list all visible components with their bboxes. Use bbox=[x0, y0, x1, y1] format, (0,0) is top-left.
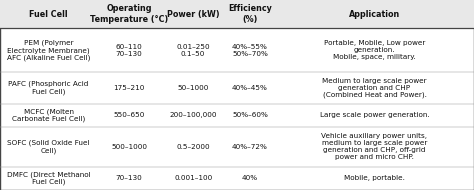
Text: PEM (Polymer
Electrolyte Membrane)
AFC (Alkaline Fuel Cell): PEM (Polymer Electrolyte Membrane) AFC (… bbox=[7, 40, 90, 61]
Text: Operating
Temperature (°C): Operating Temperature (°C) bbox=[90, 4, 168, 24]
Text: 40%: 40% bbox=[242, 175, 258, 181]
Text: Portable, Mobile, Low power
generation.
Mobile, space, military.: Portable, Mobile, Low power generation. … bbox=[324, 40, 425, 60]
Text: Power (kW): Power (kW) bbox=[167, 10, 219, 19]
Text: 70–130: 70–130 bbox=[116, 175, 143, 181]
Polygon shape bbox=[0, 0, 474, 28]
Text: 0.01–250
0.1–50: 0.01–250 0.1–50 bbox=[176, 44, 210, 57]
Text: 500–1000: 500–1000 bbox=[111, 144, 147, 150]
Text: 60–110
70–130: 60–110 70–130 bbox=[116, 44, 143, 57]
Text: Efficiency
(%): Efficiency (%) bbox=[228, 4, 272, 24]
Text: 550–650: 550–650 bbox=[113, 112, 145, 118]
Text: MCFC (Molten
Carbonate Fuel Cell): MCFC (Molten Carbonate Fuel Cell) bbox=[12, 108, 85, 122]
Text: Large scale power generation.: Large scale power generation. bbox=[319, 112, 429, 118]
Text: 40%–45%: 40%–45% bbox=[232, 85, 268, 91]
Text: 200–100,000: 200–100,000 bbox=[169, 112, 217, 118]
Text: PAFC (Phosphoric Acid
Fuel Cell): PAFC (Phosphoric Acid Fuel Cell) bbox=[9, 81, 89, 95]
Text: 40%–72%: 40%–72% bbox=[232, 144, 268, 150]
Text: 175–210: 175–210 bbox=[113, 85, 145, 91]
Text: 0.001–100: 0.001–100 bbox=[174, 175, 212, 181]
Text: 50–1000: 50–1000 bbox=[177, 85, 209, 91]
Text: Fuel Cell: Fuel Cell bbox=[29, 10, 68, 19]
Text: Vehicle auxiliary power units,
medium to large scale power
generation and CHP, o: Vehicle auxiliary power units, medium to… bbox=[321, 133, 428, 160]
Text: Medium to large scale power
generation and CHP
(Combined Heat and Power).: Medium to large scale power generation a… bbox=[322, 78, 427, 98]
Text: 50%–60%: 50%–60% bbox=[232, 112, 268, 118]
Text: Mobile, portable.: Mobile, portable. bbox=[344, 175, 405, 181]
Text: DMFC (Direct Methanol
Fuel Cell): DMFC (Direct Methanol Fuel Cell) bbox=[7, 171, 91, 185]
Text: Application: Application bbox=[349, 10, 400, 19]
Text: SOFC (Solid Oxide Fuel
Cell): SOFC (Solid Oxide Fuel Cell) bbox=[7, 140, 90, 154]
Text: 40%–55%
50%–70%: 40%–55% 50%–70% bbox=[232, 44, 268, 57]
Text: 0.5–2000: 0.5–2000 bbox=[176, 144, 210, 150]
